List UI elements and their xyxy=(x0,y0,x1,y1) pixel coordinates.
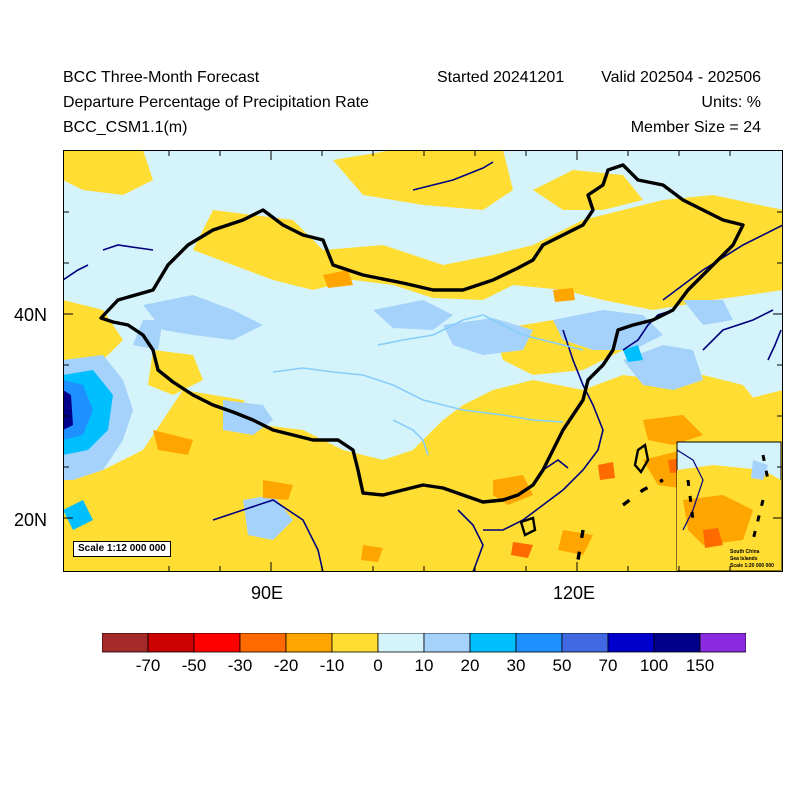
colorbar-label: -50 xyxy=(181,656,207,675)
axis-ticks xyxy=(63,150,783,572)
member-size: Member Size = 24 xyxy=(630,119,761,136)
colorbar-label: 150 xyxy=(685,656,715,675)
rivers xyxy=(272,314,584,456)
colorbar-swatch xyxy=(515,633,563,653)
colorbar-label: 10 xyxy=(414,656,434,675)
colorbar-label: 100 xyxy=(639,656,669,675)
colorbar-label: 0 xyxy=(373,656,383,675)
started-date: Started 20241201 xyxy=(437,69,565,86)
lat-label-20n: 20N xyxy=(14,510,48,530)
forecast-title: BCC Three-Month Forecast xyxy=(63,69,260,86)
map-canvas xyxy=(63,150,783,572)
colorbar-swatch xyxy=(699,633,746,653)
colorbar xyxy=(102,633,746,653)
colorbar-swatch xyxy=(193,633,241,653)
colorbar-swatch xyxy=(331,633,379,653)
colorbar-swatch xyxy=(653,633,701,653)
units-label: Units: % xyxy=(701,94,761,111)
colorbar-swatch xyxy=(423,633,471,653)
lat-label-40n: 40N xyxy=(14,305,48,325)
colorbar-swatch xyxy=(239,633,287,653)
colorbar-swatch xyxy=(147,633,195,653)
forecast-subtitle: Departure Percentage of Precipitation Ra… xyxy=(63,94,369,111)
colorbar-label: 70 xyxy=(598,656,618,675)
maritime-dashes xyxy=(576,478,664,561)
inset-title-2: Sea Islands xyxy=(730,556,758,562)
lon-label-90e: 90E xyxy=(251,583,284,603)
colorbar-label: -30 xyxy=(227,656,253,675)
model-name: BCC_CSM1.1(m) xyxy=(63,119,188,136)
taiwan-boundary xyxy=(633,442,650,475)
lon-label-120e: 120E xyxy=(553,583,596,603)
inset-title-1: South China xyxy=(730,549,760,555)
national-boundary xyxy=(99,163,745,504)
hainan-boundary xyxy=(519,516,537,537)
forecast-map xyxy=(63,150,783,572)
colorbar-swatch xyxy=(607,633,655,653)
south-china-sea-inset xyxy=(676,441,782,571)
colorbar-swatch xyxy=(102,633,149,653)
colorbar-label: 50 xyxy=(552,656,572,675)
colorbar-swatch xyxy=(561,633,609,653)
colorbar-label: 20 xyxy=(460,656,480,675)
extreme-positive-regions xyxy=(63,390,73,430)
colorbar-swatch xyxy=(377,633,425,653)
valid-period: Valid 202504 - 202506 xyxy=(601,69,761,86)
colorbar-label: -20 xyxy=(273,656,299,675)
colorbar-swatch xyxy=(469,633,517,653)
map-frame xyxy=(63,150,783,572)
colorbar-label: -10 xyxy=(319,656,345,675)
map-scale-label: Scale 1:12 000 000 xyxy=(73,541,171,557)
colorbar-swatch xyxy=(285,633,333,653)
inset-scale: Scale 1:20 000 000 xyxy=(730,563,774,569)
colorbar-label: -70 xyxy=(135,656,161,675)
colorbar-label: 30 xyxy=(506,656,526,675)
